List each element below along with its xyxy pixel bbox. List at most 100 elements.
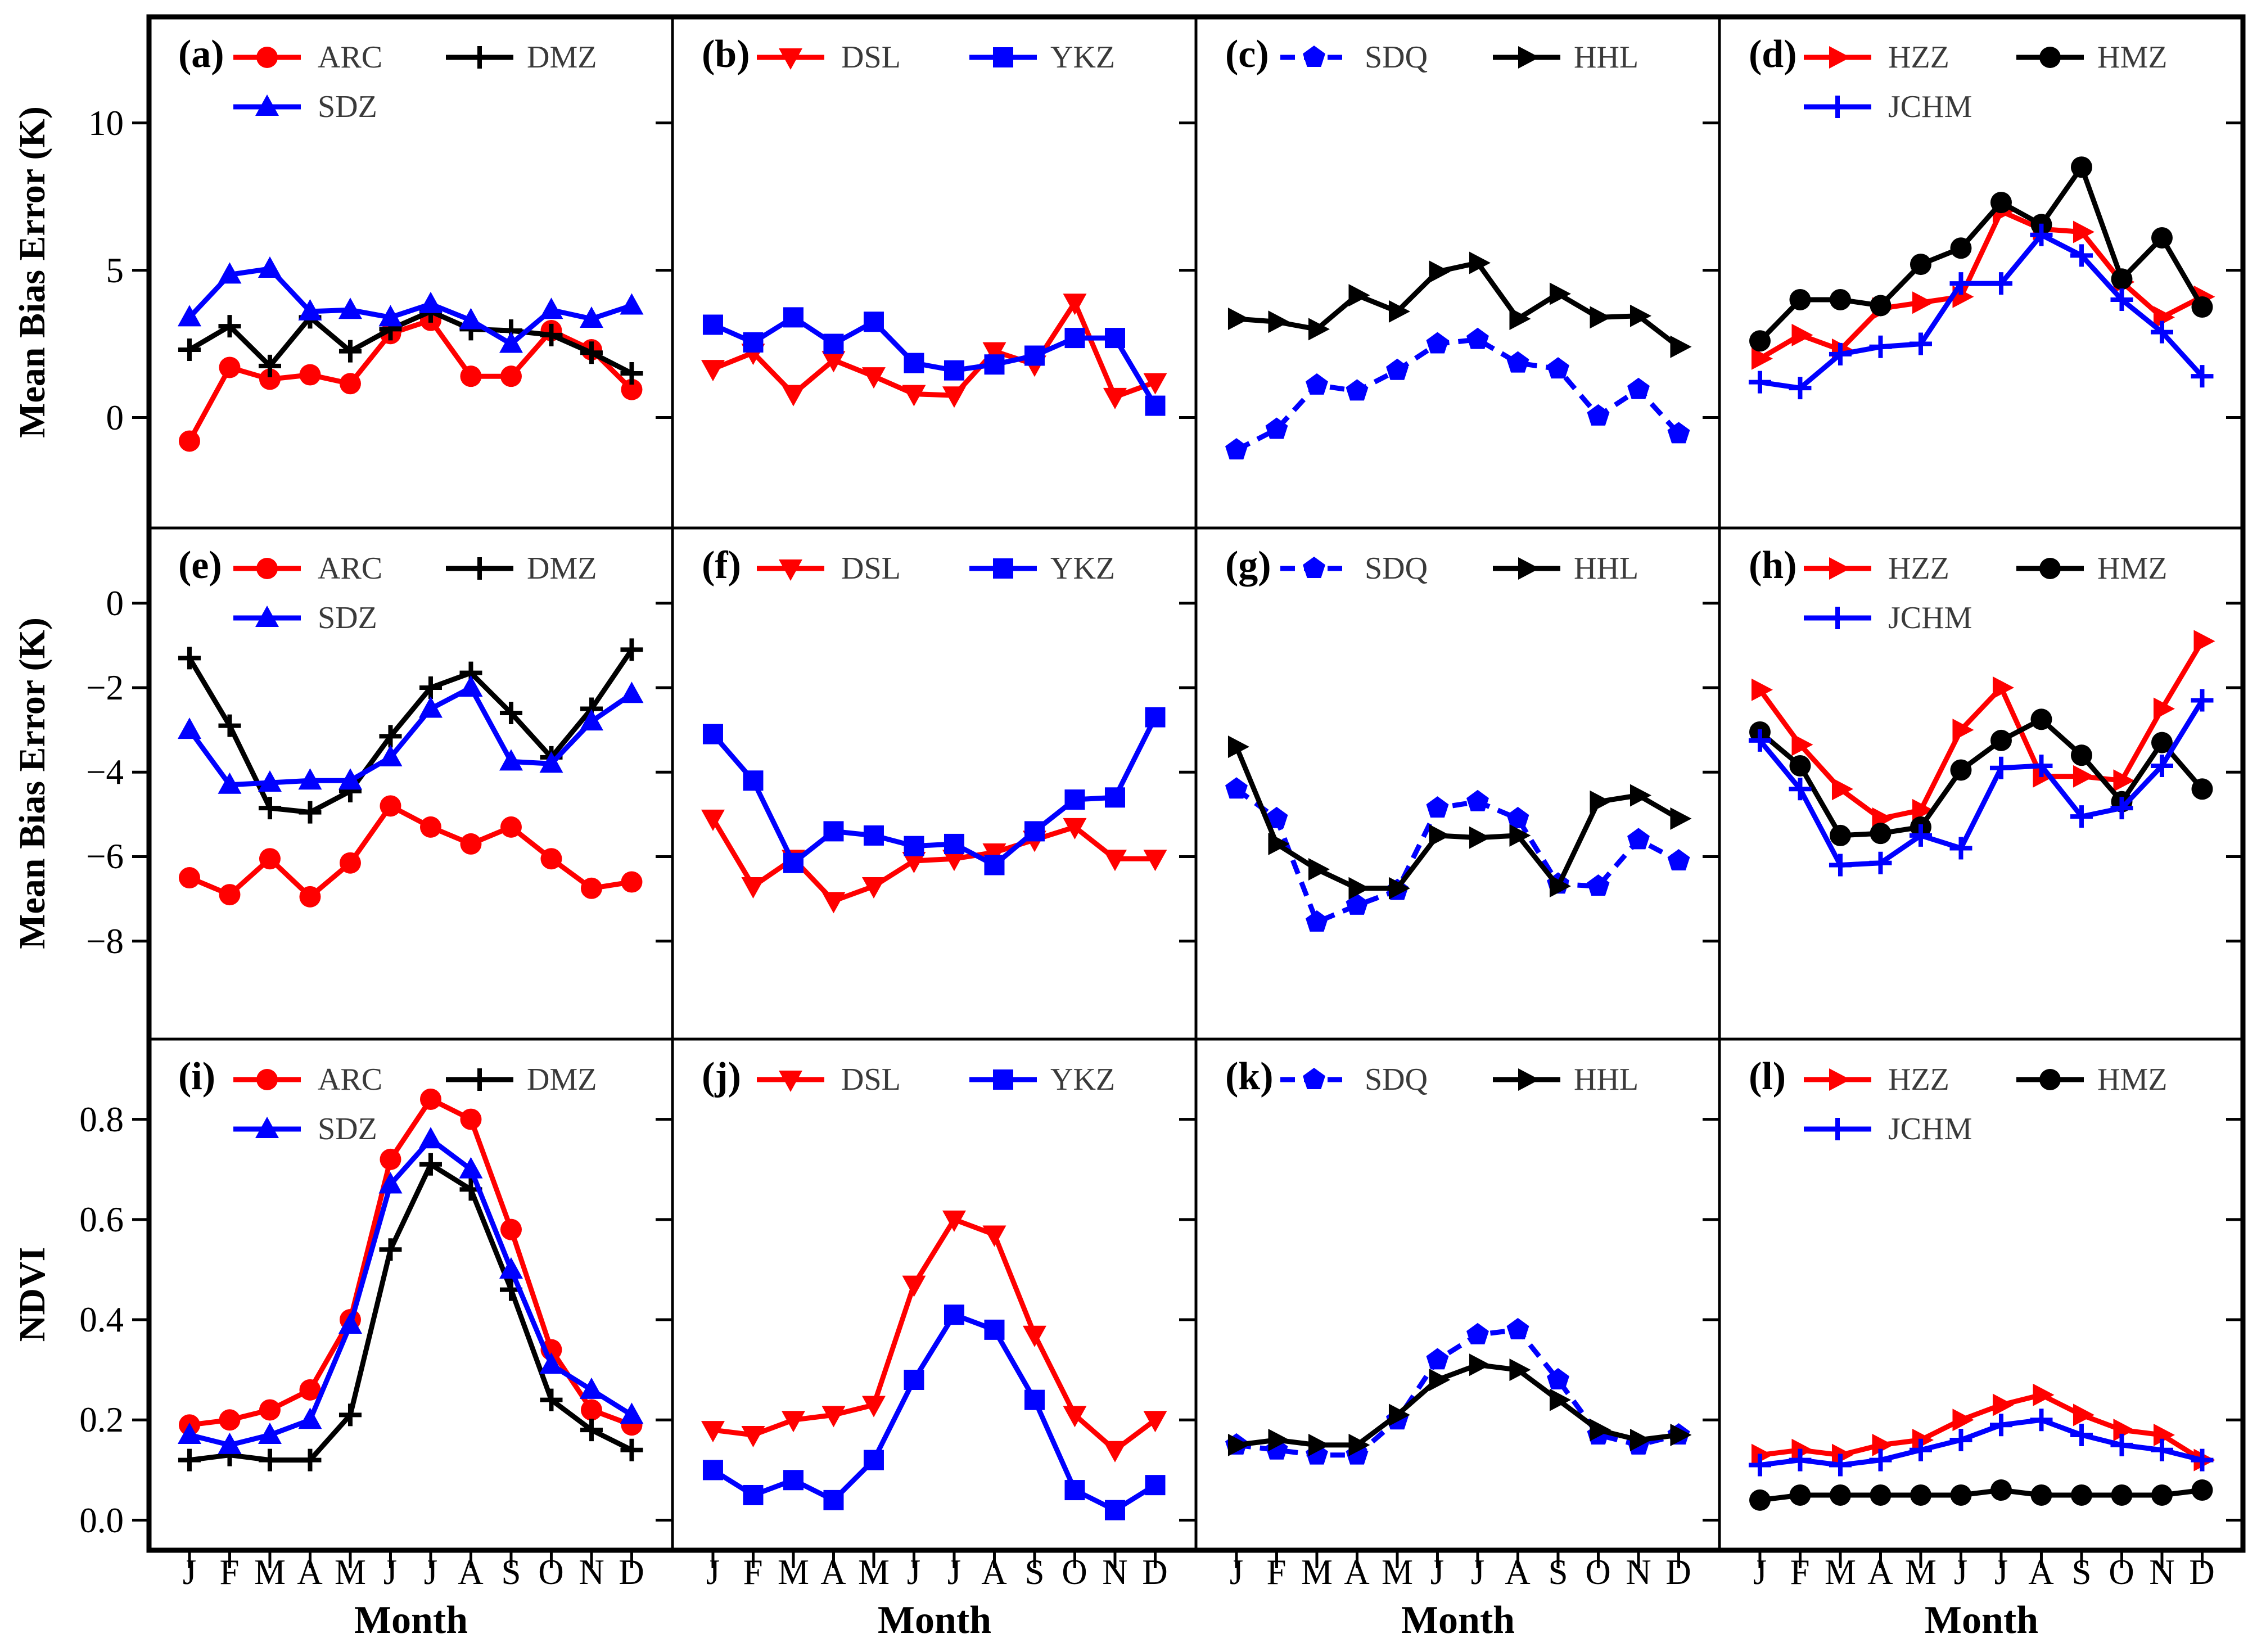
marker-plus: [499, 702, 522, 725]
legend-label-HZZ: HZZ: [1888, 1062, 1949, 1097]
x-tick-label: D: [2189, 1552, 2215, 1592]
marker-plus: [468, 46, 491, 69]
marker-square: [904, 1370, 924, 1390]
y-tick-label: 0: [106, 398, 124, 437]
marker-triangle-right: [2153, 306, 2175, 329]
marker-plus: [1748, 371, 1771, 394]
marker-plus: [2070, 805, 2093, 828]
marker-triangle-up: [298, 299, 322, 321]
x-tick-label: A: [1505, 1552, 1531, 1592]
marker-plus: [1989, 272, 2012, 295]
marker-pentagon: [1426, 796, 1449, 818]
marker-triangle-down: [779, 48, 802, 70]
marker-triangle-right: [1308, 858, 1330, 881]
marker-circle: [580, 1399, 602, 1421]
marker-pentagon: [1587, 404, 1610, 426]
marker-triangle-right: [1751, 678, 1773, 701]
x-tick-label: N: [579, 1552, 604, 1592]
y-tick-label: 0: [106, 584, 124, 623]
marker-circle: [380, 795, 401, 817]
marker-triangle-up: [579, 709, 603, 731]
marker-circle: [299, 364, 321, 386]
marker-circle: [299, 1379, 321, 1401]
marker-triangle-right: [1469, 251, 1491, 274]
marker-triangle-up: [459, 308, 483, 330]
panel-letter-h: (h): [1749, 544, 1797, 587]
panel-letter-l: (l): [1749, 1055, 1786, 1098]
marker-triangle-down: [861, 1396, 886, 1418]
marker-circle: [2191, 1479, 2213, 1501]
marker-triangle-up: [579, 306, 603, 328]
marker-triangle-up: [218, 262, 242, 284]
marker-circle: [460, 1108, 482, 1130]
x-tick-label: N: [1626, 1552, 1651, 1592]
marker-circle: [219, 356, 241, 378]
marker-triangle-up: [338, 297, 362, 319]
marker-pentagon: [1385, 358, 1409, 380]
marker-triangle-down: [741, 877, 765, 899]
x-tick-label: D: [1142, 1552, 1168, 1592]
marker-square: [863, 312, 884, 332]
marker-circle: [178, 867, 200, 889]
x-tick-label: M: [1301, 1552, 1333, 1592]
marker-square: [944, 360, 964, 381]
legend-label-YKZ: YKZ: [1050, 1062, 1116, 1097]
marker-triangle-up: [218, 772, 242, 794]
marker-plus: [2150, 1438, 2173, 1461]
panel-k-border: [1194, 1037, 1721, 1552]
marker-plus: [419, 676, 442, 699]
x-tick-label: O: [1062, 1552, 1087, 1592]
x-tick-label: M: [1381, 1552, 1414, 1592]
series-JCHM-line-h: [1758, 699, 2205, 868]
marker-triangle-right: [1429, 824, 1451, 847]
marker-plus: [1789, 377, 1812, 400]
marker-circle: [419, 1088, 441, 1110]
marker-square: [1104, 328, 1125, 349]
series-SDZ-line-i: [188, 1136, 633, 1448]
series-HZZ-line-l: [1759, 1392, 2204, 1463]
x-tick-label: A: [297, 1552, 323, 1592]
marker-square: [1024, 345, 1045, 366]
marker-plus: [2030, 754, 2053, 777]
figure-outer-border: [146, 14, 2246, 1553]
marker-circle: [1950, 759, 1972, 781]
legend-label-ARC: ARC: [318, 1062, 383, 1097]
marker-pentagon: [1506, 351, 1529, 373]
marker-plus: [1869, 335, 1892, 358]
marker-circle: [580, 877, 602, 899]
marker-plus: [1826, 607, 1849, 629]
marker-triangle-right: [1912, 291, 1934, 314]
marker-square: [1024, 1389, 1045, 1410]
panel-b-border: [671, 15, 1198, 530]
marker-pentagon: [1303, 1068, 1325, 1089]
marker-triangle-right: [1791, 733, 1813, 756]
marker-plus: [1909, 824, 1932, 847]
marker-triangle-right: [1268, 310, 1290, 333]
x-tick-label: A: [981, 1552, 1007, 1592]
marker-triangle-right: [1518, 557, 1540, 580]
marker-pentagon: [1547, 1368, 1569, 1389]
marker-triangle-down: [942, 386, 966, 408]
marker-circle: [1789, 755, 1811, 777]
marker-triangle-down: [982, 1225, 1006, 1247]
marker-plus: [1789, 778, 1812, 801]
marker-triangle-right: [1348, 877, 1370, 900]
x-tick-label: S: [1024, 1552, 1045, 1592]
legend-label-JCHM: JCHM: [1888, 601, 1972, 635]
marker-plus: [1748, 729, 1771, 752]
marker-square: [743, 332, 764, 353]
marker-triangle-right: [1549, 1388, 1571, 1411]
marker-circle: [339, 373, 361, 395]
x-tick-label: J: [1994, 1552, 2008, 1592]
marker-triangle-up: [579, 1377, 603, 1399]
x-tick-label: O: [538, 1552, 564, 1592]
marker-pentagon: [1225, 777, 1248, 799]
marker-triangle-up: [378, 744, 403, 766]
marker-circle: [2030, 708, 2052, 730]
marker-triangle-right: [1992, 676, 2014, 699]
marker-pentagon: [1506, 806, 1529, 828]
marker-triangle-down: [861, 367, 886, 389]
x-tick-label: M: [254, 1552, 286, 1592]
marker-triangle-up: [177, 1423, 201, 1445]
